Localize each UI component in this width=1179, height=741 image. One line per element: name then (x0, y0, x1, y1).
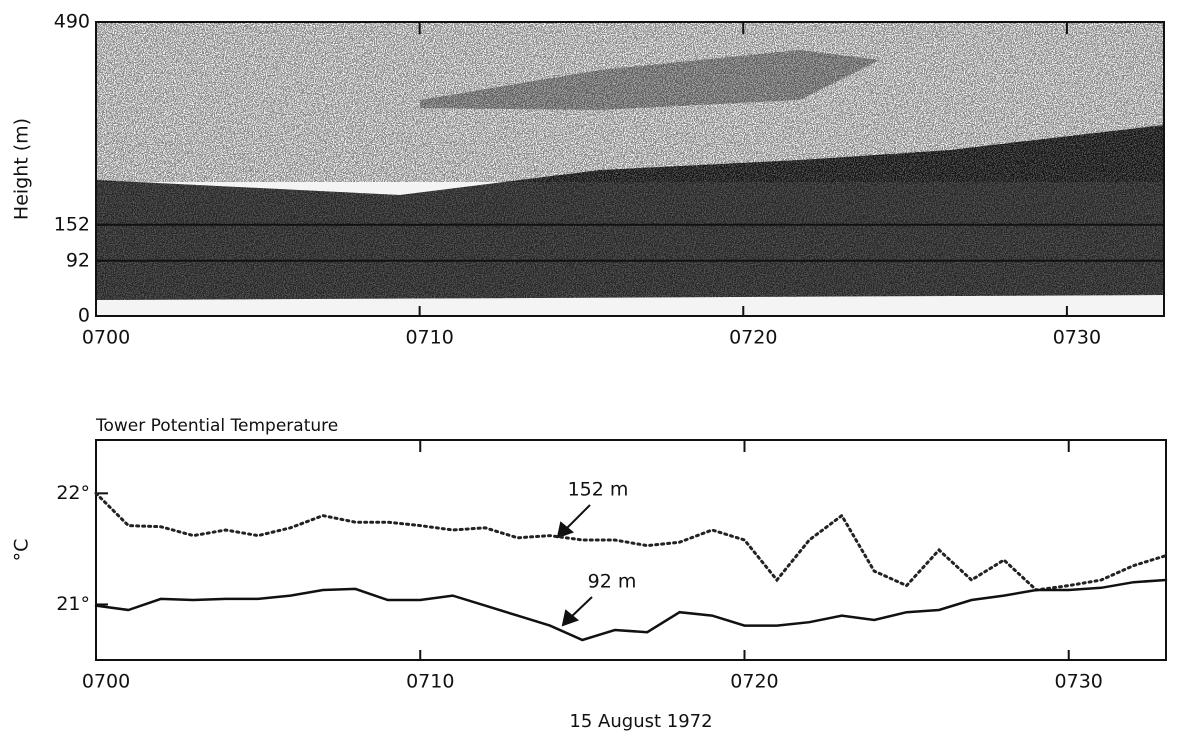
series-line (94, 491, 1168, 592)
y-tick-label: 490 (54, 11, 90, 33)
series-label: 92 m (588, 571, 637, 593)
x-tick-label: 0700 (82, 327, 130, 349)
x-tick-label: 0700 (82, 671, 130, 693)
x-tick-label: 0710 (406, 671, 454, 693)
y-axis-label: °C (11, 539, 33, 562)
x-tick-label: 0720 (730, 671, 778, 693)
x-tick-label: 0730 (1055, 671, 1103, 693)
x-tick-label: 0730 (1053, 327, 1101, 349)
x-tick-label: 0720 (729, 327, 777, 349)
y-tick-label: 22° (56, 482, 90, 504)
y-tick-label: 21° (56, 593, 90, 615)
chart-title: Tower Potential Temperature (95, 416, 338, 436)
annotation-arrows (556, 504, 593, 627)
y-tick-label: 0 (78, 305, 90, 327)
y-axis-label: Height (m) (11, 118, 33, 220)
y-tick-label: 92 (66, 249, 90, 271)
x-axis-label: 15 August 1972 (569, 711, 712, 732)
series-label: 152 m (568, 479, 629, 501)
x-tick-label: 0710 (405, 327, 453, 349)
y-tick-label: 152 (54, 213, 90, 235)
plot-frame (95, 439, 1167, 661)
echogram-texture (96, 22, 1164, 316)
series-line (94, 578, 1168, 642)
